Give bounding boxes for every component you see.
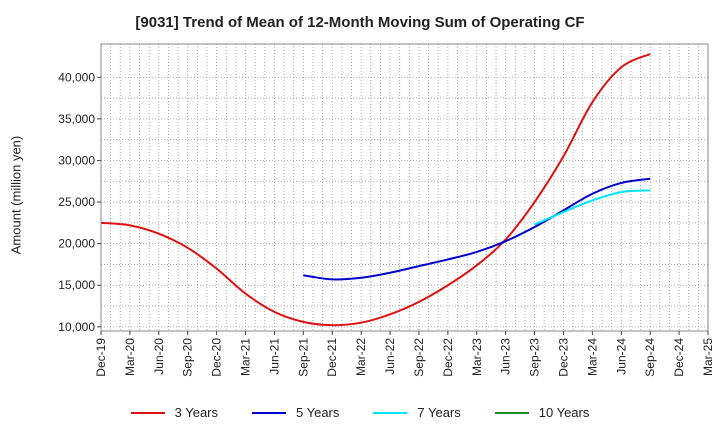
x-ticks: Dec-19 Mar-20 Jun-20 Sep-20 Dec-20 Mar-21 Jun-… xyxy=(94,331,715,377)
legend-item-3-years: 3 Years xyxy=(130,405,218,420)
x-tick-label: Sep-23 xyxy=(528,338,542,377)
x-tick-label: Dec-19 xyxy=(94,338,108,377)
legend-label: 5 Years xyxy=(296,405,340,420)
legend-item-10-years: 10 Years xyxy=(494,405,590,420)
legend-swatch xyxy=(494,411,529,414)
legend: 3 Years 5 Years 7 Years 10 Years xyxy=(0,405,720,420)
x-tick-label: Jun-23 xyxy=(499,338,513,375)
x-tick-label: Sep-24 xyxy=(643,338,657,377)
x-tick-label: Jun-20 xyxy=(152,338,166,375)
y-ticks: 10,000 15,000 20,000 25,000 30,000 35,000 40,0… xyxy=(58,70,101,334)
x-tick-label: Mar-20 xyxy=(123,338,137,376)
legend-swatch xyxy=(373,411,408,414)
x-tick-label: Jun-22 xyxy=(383,338,397,375)
chart-title: [9031] Trend of Mean of 12-Month Moving … xyxy=(135,14,585,31)
y-tick-label: 40,000 xyxy=(58,70,95,84)
x-tick-label: Sep-20 xyxy=(181,338,195,377)
x-tick-label: Mar-21 xyxy=(239,338,253,376)
series-line-7-years xyxy=(534,189,651,226)
y-tick-label: 10,000 xyxy=(58,320,95,334)
series-line-3-years xyxy=(100,53,651,327)
grid xyxy=(100,44,709,331)
x-tick-label: Dec-23 xyxy=(556,338,570,377)
x-tick-label: Sep-22 xyxy=(412,338,426,377)
x-tick-label: Jun-21 xyxy=(267,338,281,375)
legend-swatch xyxy=(252,411,286,414)
legend-item-5-years: 5 Years xyxy=(252,405,339,420)
x-tick-label: Mar-25 xyxy=(701,338,715,376)
x-tick-label: Dec-24 xyxy=(672,338,686,377)
x-tick-label: Dec-22 xyxy=(441,338,455,377)
x-tick-label: Mar-24 xyxy=(585,338,599,376)
legend-swatch xyxy=(130,411,165,414)
series-lines xyxy=(100,53,651,327)
x-tick-label: Sep-21 xyxy=(296,338,310,377)
series-line-5-years xyxy=(303,177,651,281)
y-tick-label: 15,000 xyxy=(58,278,95,292)
legend-label: 3 Years xyxy=(174,405,218,420)
x-tick-label: Mar-22 xyxy=(354,338,368,376)
plot-frame xyxy=(100,43,709,332)
x-tick-label: Mar-23 xyxy=(470,338,484,376)
x-tick-label: Jun-24 xyxy=(614,338,628,375)
legend-label: 7 Years xyxy=(417,405,461,420)
x-tick-label: Dec-20 xyxy=(210,338,224,377)
x-tick-label: Dec-21 xyxy=(325,338,339,377)
y-tick-label: 35,000 xyxy=(58,112,95,126)
y-tick-label: 20,000 xyxy=(58,237,95,251)
legend-label: 10 Years xyxy=(538,405,590,420)
y-tick-label: 30,000 xyxy=(58,153,95,167)
y-tick-label: 25,000 xyxy=(58,195,95,209)
legend-item-7-years: 7 Years xyxy=(373,405,461,420)
